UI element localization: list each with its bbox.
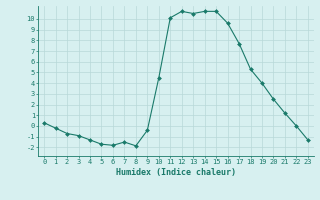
- X-axis label: Humidex (Indice chaleur): Humidex (Indice chaleur): [116, 168, 236, 177]
